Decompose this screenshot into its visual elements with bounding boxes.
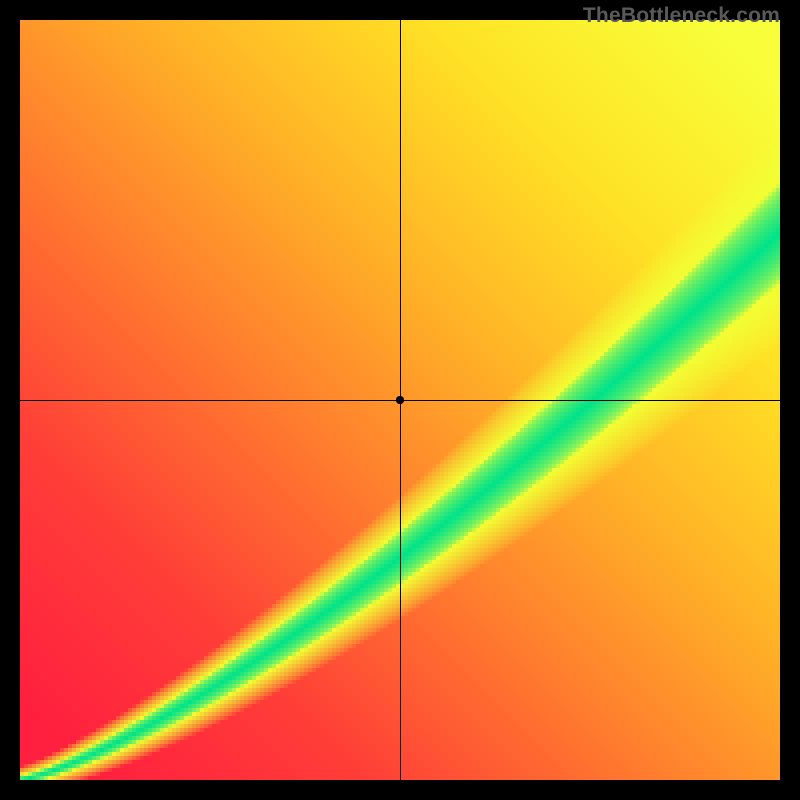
heatmap-canvas [0, 0, 800, 800]
chart-container: TheBottleneck.com [0, 0, 800, 800]
watermark-text: TheBottleneck.com [583, 4, 780, 28]
